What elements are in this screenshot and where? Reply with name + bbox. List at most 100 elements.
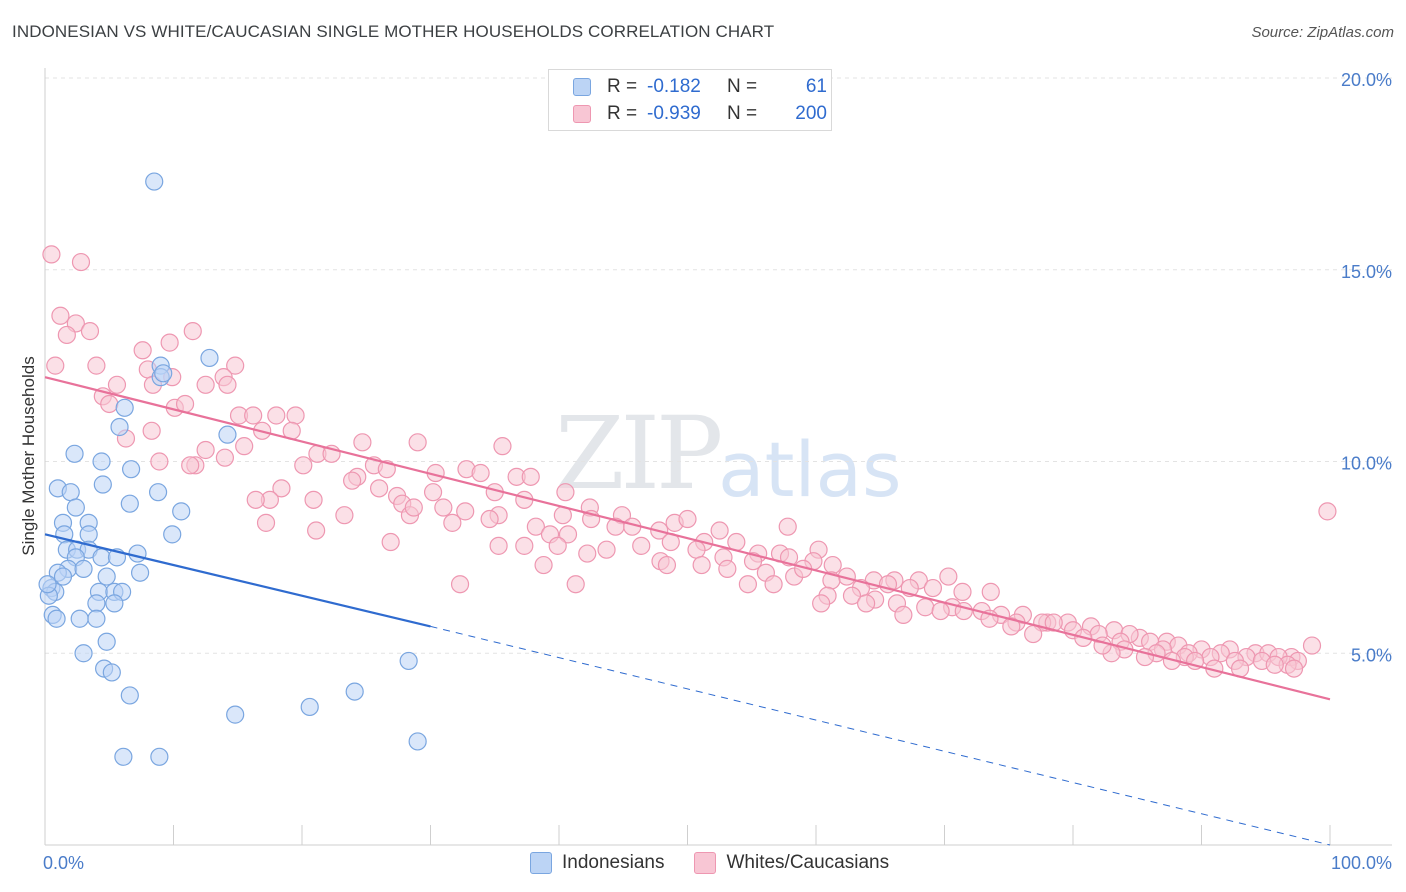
white-point	[842, 586, 862, 605]
white-point	[857, 594, 876, 613]
indonesian-point	[70, 609, 89, 628]
white-point	[632, 536, 651, 555]
white-point	[548, 536, 567, 555]
white-point	[534, 555, 553, 575]
white-trendline	[44, 376, 1331, 701]
white-point	[778, 517, 797, 536]
indonesian-point	[218, 425, 237, 444]
source-note: Source: ZipAtlas.com	[1251, 24, 1394, 41]
white-point	[80, 322, 100, 341]
indonesian-point	[226, 705, 245, 724]
indonesian-point	[66, 498, 85, 517]
legend-n-label: N =	[727, 103, 758, 124]
white-point	[215, 448, 234, 467]
white-point	[256, 513, 276, 532]
white-point	[353, 433, 372, 452]
white-point	[57, 325, 76, 345]
white-point	[515, 536, 534, 555]
white-point	[408, 433, 427, 452]
indonesian-point	[93, 475, 112, 494]
white-point	[46, 356, 65, 375]
watermark-zip: ZIP	[555, 395, 723, 512]
white-point	[307, 521, 326, 540]
white-point	[558, 525, 578, 544]
indonesian-point	[115, 398, 134, 417]
indonesian-point	[79, 525, 98, 544]
white-point	[812, 594, 831, 613]
white-point	[51, 306, 70, 325]
white-point	[1302, 636, 1322, 655]
indonesian-point	[97, 632, 116, 651]
series-legend: Indonesians Whites/Caucasians	[530, 852, 919, 874]
white-point	[489, 536, 508, 555]
indonesian-point	[87, 609, 106, 628]
white-point	[743, 552, 763, 571]
indonesian-point	[154, 364, 173, 383]
indonesian-point	[97, 567, 116, 586]
legend-n-label: N =	[727, 76, 758, 97]
white-point	[1265, 655, 1284, 674]
indonesian-point	[399, 651, 418, 671]
white-point	[823, 555, 842, 575]
white-point	[1024, 624, 1043, 644]
white-point	[71, 252, 91, 272]
white-point	[150, 452, 169, 471]
legend-swatch-pink	[573, 105, 591, 123]
series-legend-whites: Whites/Caucasians	[694, 852, 889, 874]
indonesian-point	[102, 663, 121, 682]
indonesian-point	[120, 686, 139, 705]
white-point	[160, 333, 179, 352]
white-point	[894, 605, 913, 625]
series-label: Whites/Caucasians	[726, 852, 890, 873]
correlation-legend: R = -0.182 N = 61 R = -0.939 N = 200	[548, 69, 832, 131]
white-point	[235, 437, 254, 456]
white-point	[556, 483, 575, 502]
indonesian-point	[74, 559, 93, 578]
y-tick-label: 20.0%	[1341, 70, 1392, 90]
indonesian-point	[65, 444, 84, 463]
white-point	[692, 555, 711, 575]
indonesian-point	[92, 452, 111, 471]
watermark-atlas: atlas	[718, 425, 902, 514]
indonesian-point	[172, 502, 191, 521]
white-point	[100, 394, 119, 414]
white-point	[107, 375, 127, 394]
legend-r-label: R =	[607, 76, 638, 97]
indonesian-point	[92, 548, 111, 567]
legend-r-label: R =	[607, 103, 638, 124]
white-point	[133, 341, 152, 360]
white-point	[196, 440, 215, 460]
white-point	[597, 540, 616, 559]
white-point	[678, 509, 697, 529]
indonesian-point	[345, 682, 364, 701]
data-points	[38, 172, 1337, 766]
legend-n-value: 200	[795, 103, 827, 124]
white-point	[1284, 659, 1304, 678]
tick-labels: 5.0% 10.0% 15.0% 20.0% 0.0% 100.0%	[43, 70, 1392, 873]
indonesian-point	[300, 697, 319, 717]
indonesian-point	[121, 460, 141, 479]
indonesian-point	[114, 747, 133, 766]
white-point	[443, 513, 462, 532]
legend-row-whites: R = -0.939 N = 200	[573, 101, 827, 127]
white-point	[335, 506, 354, 525]
white-point	[226, 356, 245, 375]
white-point	[381, 532, 400, 552]
white-point	[286, 406, 305, 425]
indonesian-point	[74, 644, 93, 663]
series-swatch-blue	[530, 852, 552, 874]
y-axis-label: Single Mother Households	[19, 356, 38, 555]
white-point	[471, 463, 490, 483]
white-point	[657, 555, 677, 575]
indonesian-point	[61, 483, 80, 502]
series-legend-indonesians: Indonesians	[530, 852, 664, 874]
white-point	[710, 521, 729, 540]
white-point	[1002, 617, 1021, 636]
white-point	[718, 559, 737, 578]
indonesian-trendline-extension	[430, 625, 1331, 846]
series-label: Indonesians	[562, 852, 665, 873]
indonesian-point	[47, 609, 66, 628]
indonesian-point	[150, 747, 169, 766]
indonesian-point	[120, 494, 139, 513]
